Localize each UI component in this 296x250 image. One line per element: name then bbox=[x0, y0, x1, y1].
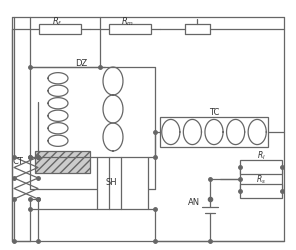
Text: AN: AN bbox=[188, 198, 200, 207]
Bar bbox=[97, 157, 148, 209]
Bar bbox=[39, 25, 81, 35]
Bar bbox=[160, 118, 268, 148]
Text: CT: CT bbox=[12, 157, 23, 166]
Bar bbox=[35, 152, 90, 173]
Text: $R_s$: $R_s$ bbox=[256, 173, 266, 186]
Bar bbox=[240, 184, 282, 198]
Text: TC: TC bbox=[209, 108, 219, 117]
Text: $R_I$: $R_I$ bbox=[257, 149, 266, 162]
Text: $R_m$: $R_m$ bbox=[121, 16, 135, 28]
Text: $R_f$: $R_f$ bbox=[52, 16, 62, 28]
Text: DZ: DZ bbox=[75, 58, 87, 67]
Text: SH: SH bbox=[105, 178, 117, 187]
Bar bbox=[109, 25, 151, 35]
Bar bbox=[240, 160, 282, 174]
